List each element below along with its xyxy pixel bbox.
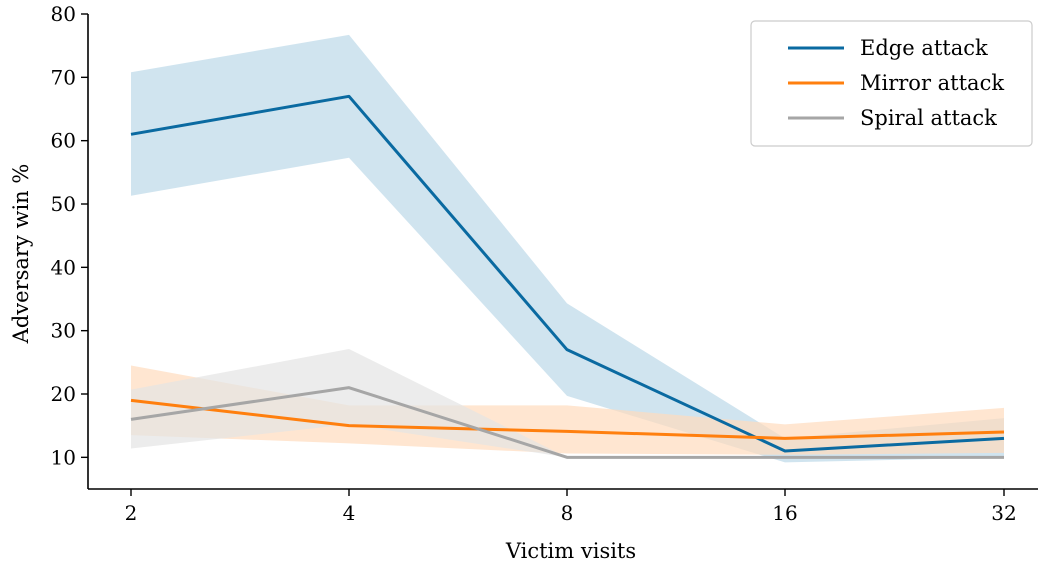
- y-tick-label: 50: [51, 192, 76, 216]
- x-tick-label: 32: [991, 501, 1016, 525]
- legend-label-mirror-attack: Mirror attack: [860, 71, 1004, 95]
- y-tick-label: 40: [51, 255, 76, 279]
- y-tick-label: 80: [51, 2, 76, 26]
- series-lines: [130, 94, 1005, 459]
- legend: Edge attack Mirror attack Spiral attack: [750, 20, 1033, 147]
- y-tick-label: 20: [51, 382, 76, 406]
- ticks: 10 20 30 40 50 60 70 80 2 4 8 16 32: [51, 2, 1017, 525]
- mirror-attack-band: [131, 365, 1004, 455]
- y-axis-label: Adversary win %: [9, 164, 33, 345]
- x-tick-label: 4: [343, 501, 356, 525]
- y-tick-label: 30: [51, 319, 76, 343]
- y-tick-label: 70: [51, 65, 76, 89]
- x-axis-label: Victim visits: [505, 539, 636, 561]
- spiral-attack-band: [131, 349, 1004, 458]
- legend-box: [750, 20, 1033, 147]
- y-tick-label: 10: [51, 445, 76, 469]
- legend-label-spiral-attack: Spiral attack: [860, 106, 997, 130]
- legend-label-edge-attack: Edge attack: [860, 36, 988, 60]
- x-tick-label: 16: [772, 501, 797, 525]
- x-tick-label: 8: [561, 501, 574, 525]
- x-tick-label: 2: [125, 501, 138, 525]
- y-tick-label: 60: [51, 129, 76, 153]
- confidence-bands: [131, 34, 1004, 463]
- edge-attack-band: [131, 34, 1004, 463]
- axes: [87, 14, 1038, 490]
